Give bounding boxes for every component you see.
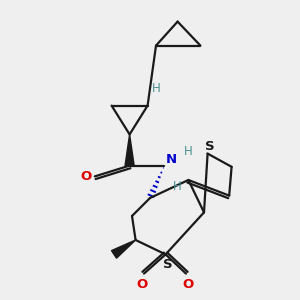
Text: H: H (152, 82, 160, 95)
Text: N: N (166, 153, 177, 166)
Text: S: S (163, 257, 173, 271)
Text: O: O (183, 278, 194, 291)
Text: O: O (136, 278, 147, 291)
Text: H: H (173, 179, 182, 193)
Text: H: H (184, 145, 193, 158)
Polygon shape (125, 134, 134, 166)
Polygon shape (112, 240, 136, 258)
Text: O: O (81, 170, 92, 183)
Text: S: S (205, 140, 215, 153)
